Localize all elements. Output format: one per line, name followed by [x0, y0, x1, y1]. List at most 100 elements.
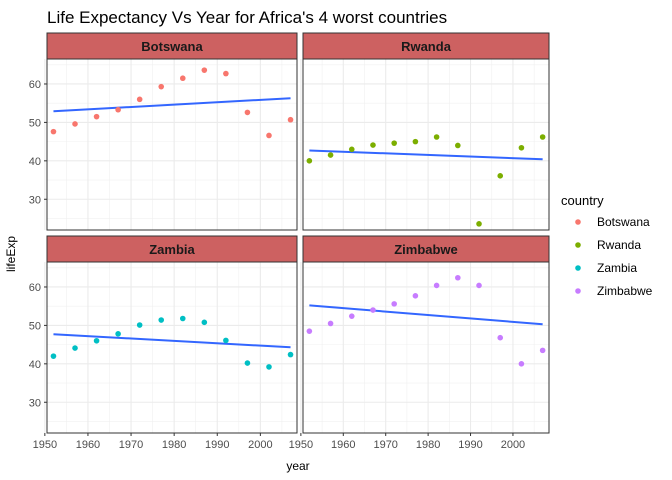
data-point-zimbabwe [370, 307, 376, 313]
panel-border [302, 58, 550, 231]
data-point-zambia [179, 315, 186, 322]
facet-strip-zimbabwe [302, 235, 550, 263]
legend-label-botswana: Botswana [597, 215, 650, 229]
panel-background [47, 262, 297, 433]
data-point-rwanda [497, 173, 504, 179]
data-point-rwanda [327, 152, 334, 158]
x-tick-label: 1990 [205, 439, 229, 451]
data-point-botswana [158, 83, 165, 90]
legend-title: country [561, 193, 604, 208]
trend-line-zambia [53, 333, 291, 349]
data-point-rwanda [412, 138, 419, 145]
panel-border [46, 261, 298, 434]
trend-line-zimbabwe [309, 304, 543, 326]
data-point-botswana [115, 106, 121, 113]
legend-key-rwanda [575, 242, 581, 248]
data-point-zambia [115, 331, 121, 337]
data-point-rwanda [539, 134, 546, 140]
legend-key-botswana [575, 219, 581, 225]
data-point-rwanda [306, 158, 313, 164]
panel-background [47, 59, 297, 230]
x-tick-label: 1980 [416, 439, 440, 451]
data-point-botswana [244, 109, 251, 116]
trend-line-botswana [53, 97, 291, 113]
data-point-zimbabwe [455, 274, 461, 281]
data-point-botswana [50, 128, 57, 135]
panel-border [302, 261, 550, 434]
y-tick-label: 40 [29, 156, 41, 168]
panel-border [46, 58, 298, 231]
x-axis-title: year [286, 459, 309, 473]
y-tick-label: 30 [29, 397, 41, 409]
facet-botswana: Botswana 30 40 50 60 [29, 32, 298, 231]
data-point-zambia [244, 360, 251, 366]
facet-zambia: Zambia 30 40 50 60 1950 1960 1970 1980 1990 2000 [29, 235, 298, 451]
data-point-zambia [266, 364, 272, 370]
data-point-zimbabwe [518, 361, 525, 367]
legend-key-zimbabwe [575, 288, 581, 294]
facet-strip-botswana [46, 32, 298, 60]
data-point-zambia [223, 337, 229, 344]
data-point-botswana [287, 116, 294, 123]
y-tick-label: 40 [29, 359, 41, 371]
data-point-zambia [50, 353, 57, 359]
data-point-zambia [201, 319, 208, 326]
data-point-botswana [223, 70, 229, 77]
data-point-rwanda [518, 144, 525, 151]
data-point-zimbabwe [539, 347, 546, 354]
legend-key-zambia [575, 265, 581, 271]
data-point-zimbabwe [433, 282, 440, 289]
data-point-rwanda [391, 140, 397, 146]
y-tick-label: 30 [29, 194, 41, 206]
legend-label-rwanda: Rwanda [597, 238, 641, 252]
data-point-zimbabwe [476, 282, 482, 289]
data-point-zambia [136, 322, 143, 328]
data-point-rwanda [455, 142, 461, 149]
facet-rwanda: Rwanda [300, 32, 550, 231]
data-point-botswana [201, 67, 208, 73]
data-point-zambia [72, 345, 78, 351]
data-point-zimbabwe [391, 301, 397, 307]
trend-line-rwanda [309, 149, 543, 161]
facet-label-zambia: Zambia [149, 242, 195, 257]
facet-panels: Botswana 30 40 50 60 Rwanda Zambia 30 40 50 60 1950… [29, 32, 550, 451]
data-point-botswana [93, 113, 100, 120]
x-tick-label: 1990 [458, 439, 482, 451]
data-point-botswana [136, 96, 143, 103]
data-point-rwanda [370, 142, 376, 148]
x-tick-label: 1980 [162, 439, 186, 451]
panel-background [303, 262, 549, 433]
legend: country Botswana Rwanda Zambia Zimbabwe [561, 193, 653, 298]
legend-label-zimbabwe: Zimbabwe [597, 284, 653, 298]
panel-background [303, 59, 549, 230]
y-tick-label: 50 [29, 320, 41, 332]
x-tick-label: 1950 [289, 439, 313, 451]
data-point-rwanda [476, 221, 482, 227]
y-tick-label: 60 [29, 79, 41, 91]
x-tick-label: 1970 [119, 439, 143, 451]
y-axis-title: lifeExp [4, 236, 18, 272]
data-point-zambia [158, 317, 165, 323]
x-tick-label: 1960 [76, 439, 100, 451]
data-point-zimbabwe [327, 320, 334, 327]
facet-label-rwanda: Rwanda [401, 39, 452, 54]
facet-strip-zambia [46, 235, 298, 263]
x-tick-label: 2000 [248, 439, 272, 451]
facet-strip-rwanda [302, 32, 550, 60]
data-point-zambia [93, 337, 100, 344]
data-point-rwanda [348, 146, 355, 153]
x-tick-label: 2000 [501, 439, 525, 451]
data-point-zimbabwe [497, 334, 504, 341]
chart-title: Life Expectancy Vs Year for Africa's 4 w… [47, 8, 447, 27]
y-tick-label: 50 [29, 117, 41, 129]
data-point-botswana [72, 121, 78, 127]
data-point-zimbabwe [348, 313, 355, 319]
data-point-botswana [266, 132, 272, 139]
y-tick-label: 60 [29, 282, 41, 294]
data-point-rwanda [433, 134, 440, 140]
facet-zimbabwe: Zimbabwe 1950 1960 1970 1980 1990 2000 [289, 235, 550, 451]
facet-label-zimbabwe: Zimbabwe [394, 242, 458, 257]
data-point-zambia [287, 351, 294, 358]
x-tick-label: 1950 [33, 439, 57, 451]
